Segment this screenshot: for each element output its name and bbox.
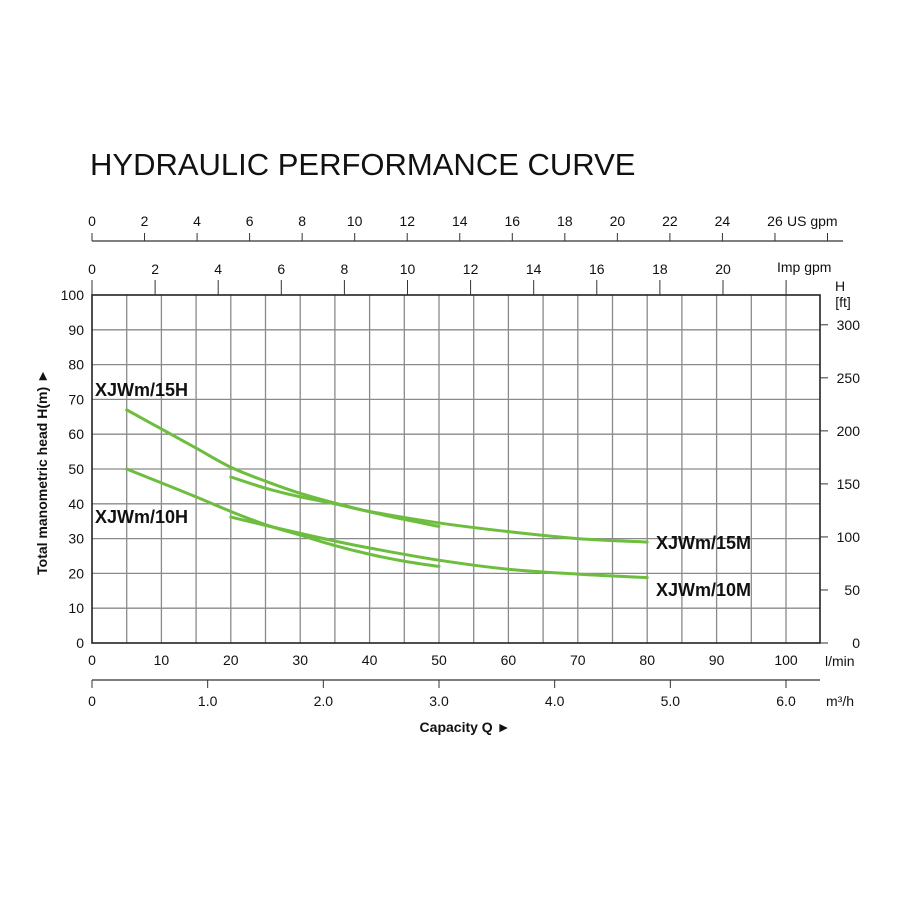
us-gpm-tick-label: 10 [347, 213, 363, 229]
imp-gpm-tick-label: 20 [715, 261, 731, 277]
ft-tick-label: 300 [837, 317, 861, 333]
imp-gpm-tick-label: 12 [463, 261, 479, 277]
curve-xjwm-15m [229, 475, 649, 544]
us-gpm-tick-label: 20 [610, 213, 626, 229]
grid [92, 295, 820, 643]
ft-tick-label: 50 [844, 582, 860, 598]
chart-title: HYDRAULIC PERFORMANCE CURVE [90, 147, 635, 182]
m3h-tick-label: 2.0 [314, 693, 334, 709]
x-tick-label: 10 [154, 652, 170, 668]
x-axis-label: Capacity Q ► [420, 719, 511, 735]
m3h-tick-label: 0 [88, 693, 96, 709]
curves [125, 408, 649, 580]
x-tick-label: 90 [709, 652, 725, 668]
ft-tick-label: 200 [837, 423, 861, 439]
y-tick-label: 100 [61, 287, 85, 303]
x-tick-label: 0 [88, 652, 96, 668]
x-tick-label: 100 [774, 652, 798, 668]
x-tick-label: 30 [292, 652, 308, 668]
y-tick-label: 90 [68, 322, 84, 338]
y-tick-label: 80 [68, 357, 84, 373]
us-gpm-tick-label: 2 [141, 213, 149, 229]
x-tick-label: 40 [362, 652, 378, 668]
x-tick-label: 80 [639, 652, 655, 668]
ft-tick-label: 250 [837, 370, 861, 386]
us-gpm-tick-label: 8 [298, 213, 306, 229]
ft-tick-label: 150 [837, 476, 861, 492]
us-gpm-tick-label: 24 [715, 213, 731, 229]
y-tick-label: 60 [68, 426, 84, 442]
us-gpm-tick-label: 4 [193, 213, 201, 229]
imp-gpm-tick-label: 18 [652, 261, 668, 277]
curve-xjwm-10m [229, 515, 649, 580]
y-tick-label: 50 [68, 461, 84, 477]
m3h-unit: m³/h [826, 693, 854, 709]
imp-gpm-tick-label: 16 [589, 261, 605, 277]
ft-unit-h: H [835, 278, 845, 294]
imp-gpm-tick-label: 10 [400, 261, 416, 277]
series-label: XJWm/10H [95, 507, 188, 527]
us-gpm-tick-label: 12 [399, 213, 415, 229]
us-gpm-tick-label: 6 [246, 213, 254, 229]
y-tick-label: 0 [76, 635, 84, 651]
m3h-tick-label: 4.0 [545, 693, 565, 709]
x-tick-label: 70 [570, 652, 586, 668]
lmin-unit: l/min [825, 653, 855, 669]
y-tick-label: 40 [68, 496, 84, 512]
x-tick-label: 60 [501, 652, 517, 668]
ft-unit: [ft] [835, 294, 851, 310]
m3h-tick-label: 6.0 [776, 693, 796, 709]
imp-gpm-tick-label: 8 [340, 261, 348, 277]
us-gpm-tick-label: 16 [504, 213, 520, 229]
imp-gpm-tick-label: 6 [277, 261, 285, 277]
imp-gpm-tick-label: 14 [526, 261, 542, 277]
series-label: XJWm/10M [656, 580, 751, 600]
us-gpm-unit: US gpm [787, 213, 838, 229]
x-tick-label: 50 [431, 652, 447, 668]
ft-tick-label: 0 [852, 635, 860, 651]
us-gpm-tick-label: 26 [767, 213, 783, 229]
us-gpm-tick-label: 18 [557, 213, 573, 229]
imp-gpm-tick-label: 0 [88, 261, 96, 277]
series-label: XJWm/15H [95, 380, 188, 400]
imp-gpm-unit: Imp gpm [777, 259, 831, 275]
imp-gpm-tick-label: 4 [214, 261, 222, 277]
m3h-tick-label: 3.0 [429, 693, 449, 709]
labels: XJWm/15H XJWm/15M XJWm/10H XJWm/10M [95, 380, 751, 600]
m3h-tick-label: 5.0 [661, 693, 681, 709]
y-tick-label: 70 [68, 391, 84, 407]
series-label: XJWm/15M [656, 533, 751, 553]
plot-frame [91, 294, 821, 644]
x-tick-label: 20 [223, 652, 239, 668]
y-axis-label: Total manometric head H(m) ► [34, 369, 50, 575]
y-tick-label: 20 [68, 565, 84, 581]
us-gpm-tick-label: 0 [88, 213, 96, 229]
m3h-tick-label: 1.0 [198, 693, 218, 709]
y-tick-label: 10 [68, 600, 84, 616]
ft-tick-label: 100 [837, 529, 861, 545]
us-gpm-tick-label: 22 [662, 213, 678, 229]
y-tick-label: 30 [68, 531, 84, 547]
us-gpm-tick-label: 14 [452, 213, 468, 229]
imp-gpm-tick-label: 2 [151, 261, 159, 277]
